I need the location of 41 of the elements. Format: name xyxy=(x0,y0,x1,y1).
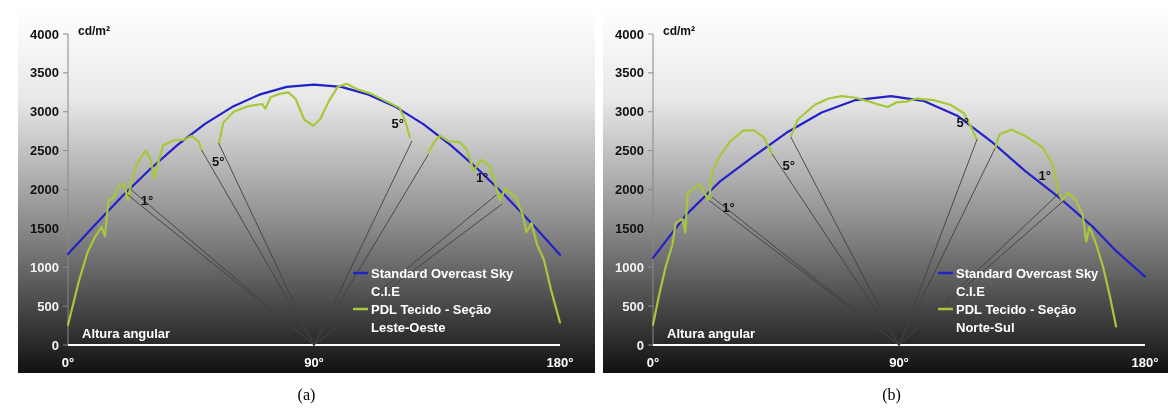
y-tick-label: 1500 xyxy=(30,220,59,236)
y-tick-label: 0 xyxy=(51,337,59,353)
x-tick-label: 180° xyxy=(1131,354,1159,370)
y-tick-label: 1000 xyxy=(30,259,59,275)
annotation: 5° xyxy=(211,153,225,169)
y-tick-label: 2000 xyxy=(30,182,59,198)
y-tick-label: 3500 xyxy=(30,65,59,81)
y-axis-title: cd/m² xyxy=(78,24,111,39)
y-tick-label: 3000 xyxy=(615,104,644,120)
legend-label: Standard Overcast Sky C.I.E xyxy=(371,265,515,299)
text: (a) xyxy=(297,386,316,404)
x-axis-title: Altura angular xyxy=(667,326,756,341)
x-tick-label: 180° xyxy=(546,354,574,370)
x-tick-label: 90° xyxy=(889,354,909,370)
annotation: 1° xyxy=(1038,168,1051,184)
annotation: 1° xyxy=(475,170,489,186)
legend-label: Standard Overcast Sky C.I.E xyxy=(956,265,1100,299)
y-tick-label: 4000 xyxy=(30,26,59,42)
x-tick-label: 90° xyxy=(304,354,324,370)
y-tick-label: 3500 xyxy=(615,65,644,81)
annotation: 1° xyxy=(140,192,154,208)
y-axis-title: cd/m² xyxy=(663,24,696,39)
y-tick-label: 500 xyxy=(37,298,59,314)
annotation: 1° xyxy=(722,200,735,216)
y-tick-label: 2000 xyxy=(615,182,644,198)
text: (b) xyxy=(882,386,901,404)
y-tick-label: 2500 xyxy=(615,143,644,159)
legend-label: PDL Tecido - Seção Norte-Sul xyxy=(956,301,1077,335)
y-tick-label: 4000 xyxy=(615,26,644,42)
y-tick-label: 0 xyxy=(636,337,644,353)
y-tick-label: 1000 xyxy=(615,259,644,275)
annotation: 5° xyxy=(391,116,404,132)
y-tick-label: 2500 xyxy=(30,143,59,159)
legend-label: PDL Tecido - Seção Leste-Oeste xyxy=(371,301,492,335)
y-tick-label: 1500 xyxy=(615,220,644,236)
y-tick-label: 3000 xyxy=(30,104,59,120)
x-tick-label: 0° xyxy=(646,354,660,370)
x-tick-label: 0° xyxy=(61,354,75,370)
annotation: 5° xyxy=(782,157,795,173)
y-tick-label: 500 xyxy=(622,298,644,314)
x-axis-title: Altura angular xyxy=(82,326,171,341)
